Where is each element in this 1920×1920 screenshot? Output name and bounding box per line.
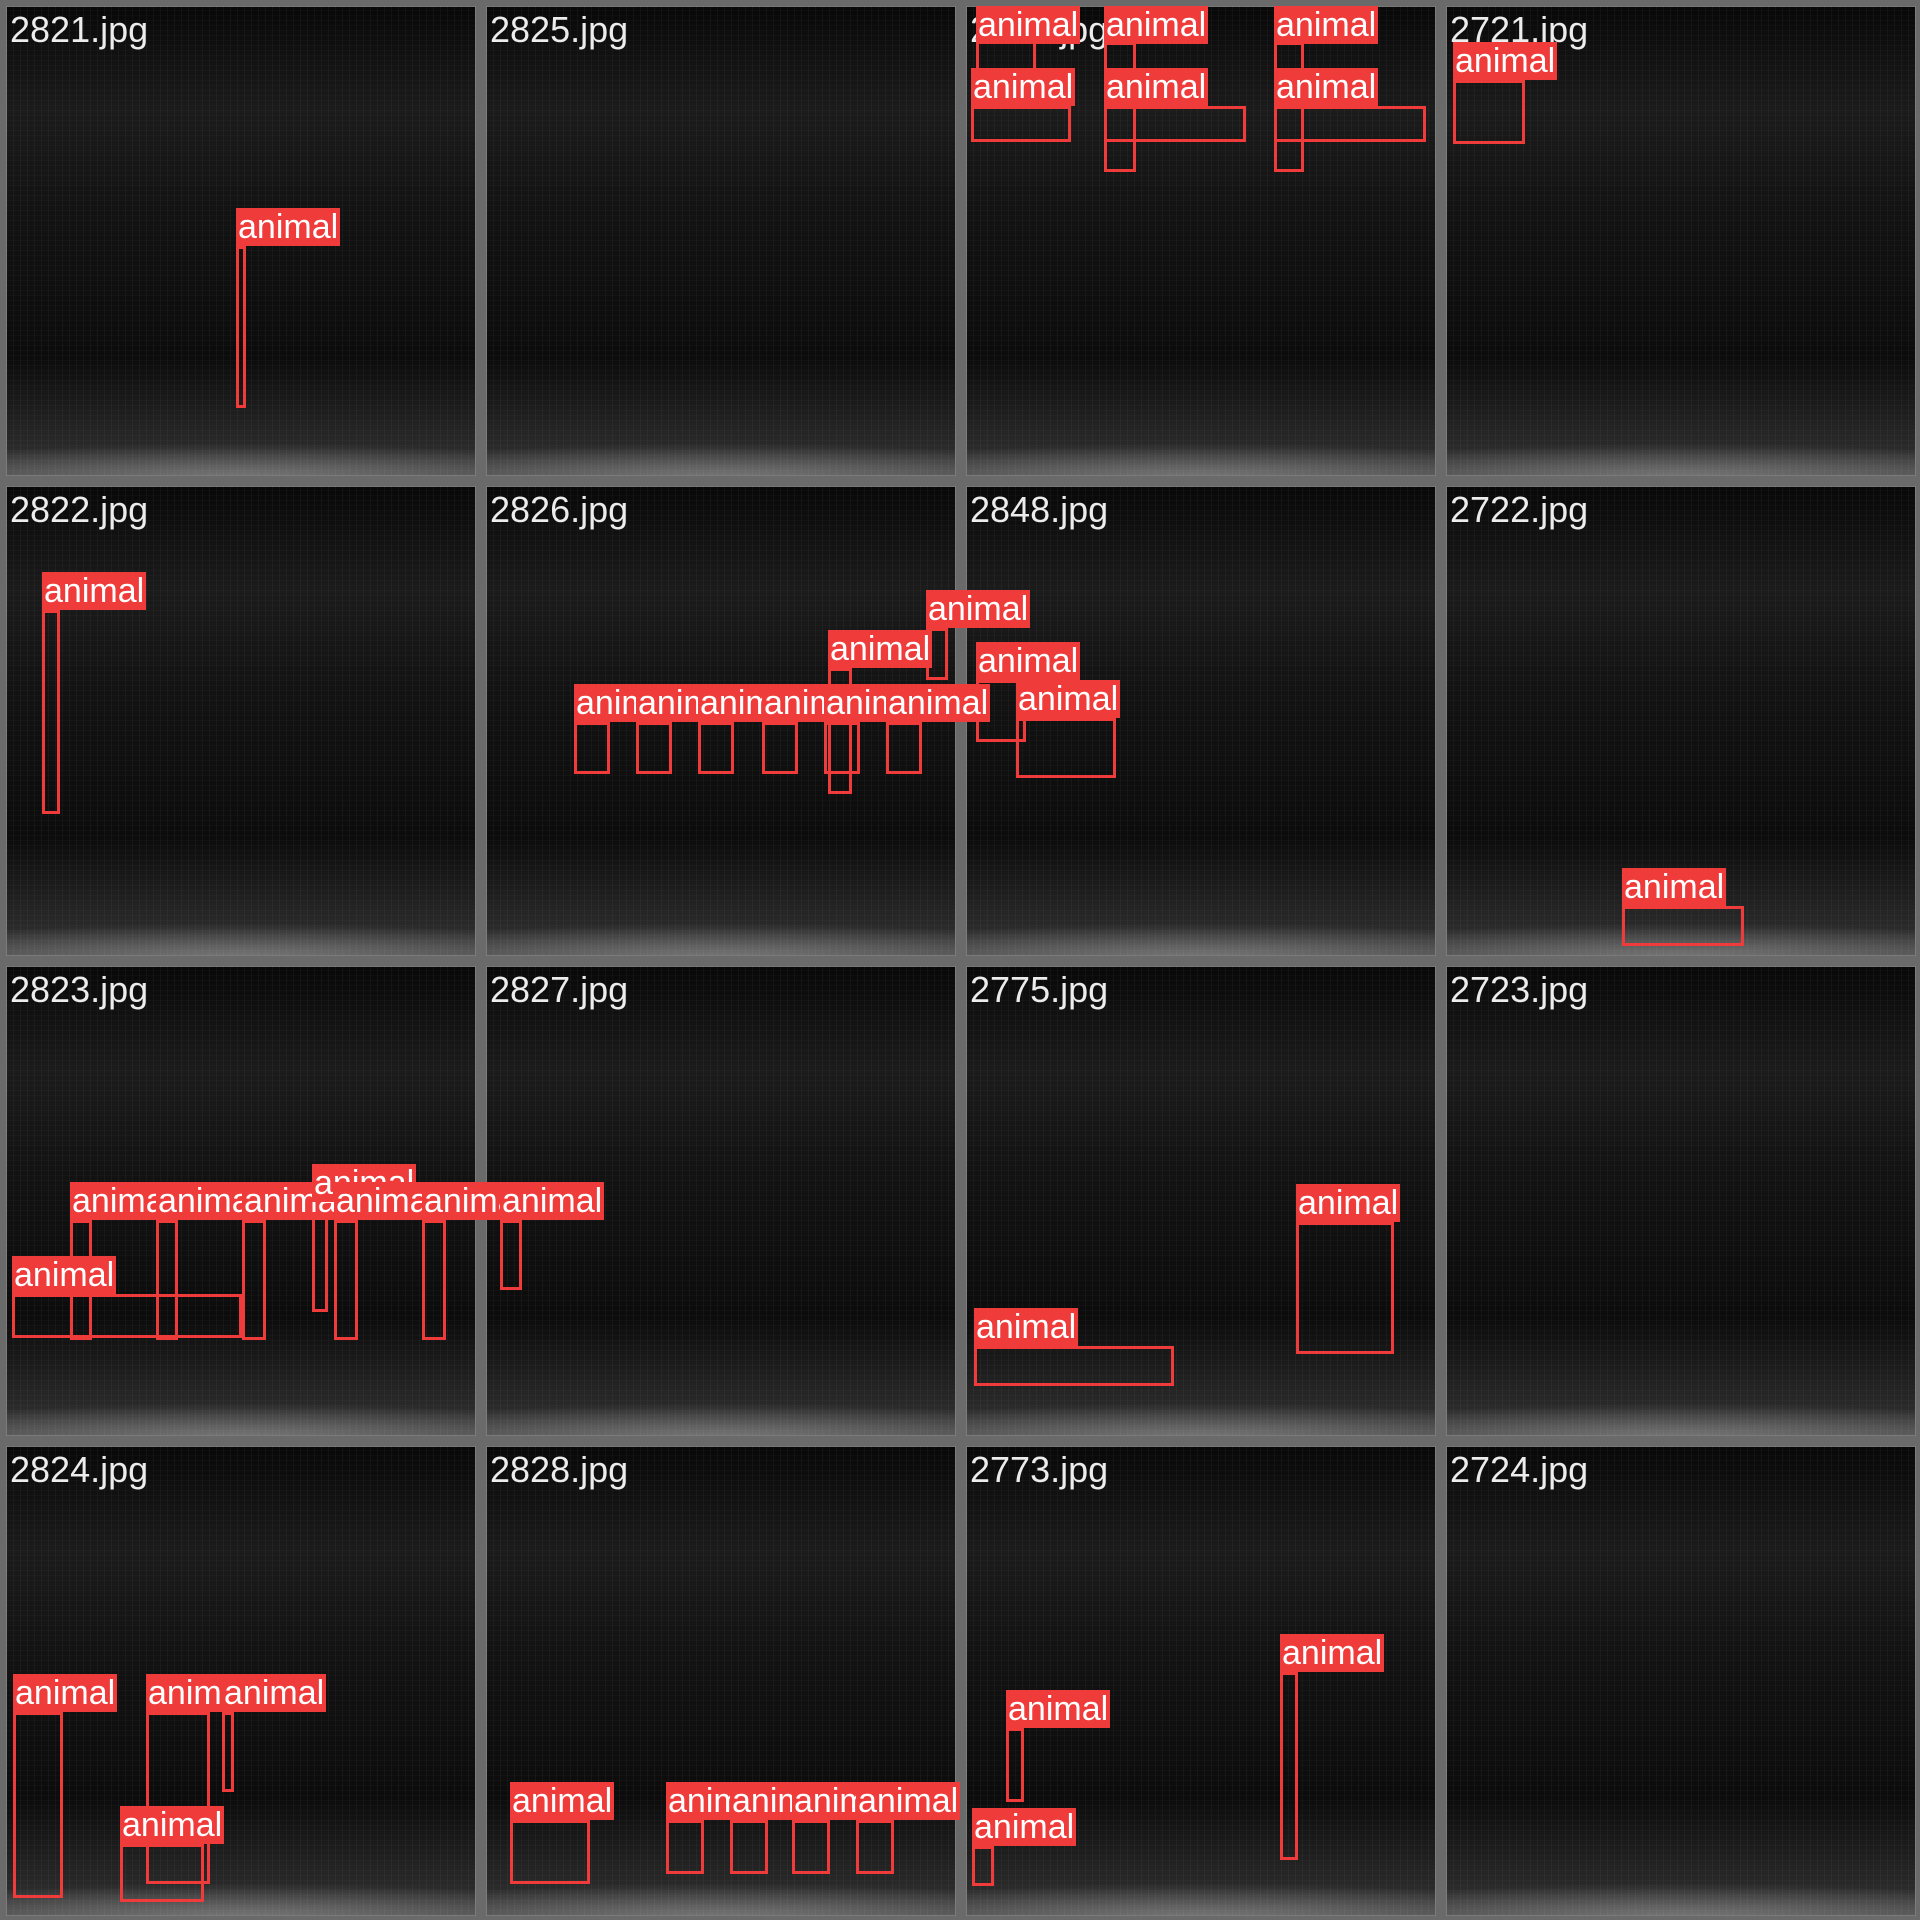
detection-box [730,1820,768,1874]
image-tile[interactable]: 2821.jpg animal [6,6,476,476]
detection-box [762,722,798,774]
tile-filename: 2828.jpg [490,1449,629,1490]
detection-label: animal [1016,680,1121,718]
detection-box [1016,718,1116,778]
detection-label: animal [856,1782,961,1820]
detection-label: animal [1274,6,1379,44]
image-tile[interactable]: 2723.jpg [1446,966,1916,1436]
detection-label: animal [236,208,341,246]
detection-label: animal [13,1674,118,1712]
image-tile[interactable]: 2722.jpg animal [1446,486,1916,956]
tile-filename: 2723.jpg [1450,969,1589,1010]
detection-box [510,1820,590,1884]
tile-filename: 2821.jpg [10,9,149,50]
detection-box [13,1712,63,1898]
detection-box [886,722,922,774]
detection-box [236,246,246,408]
detection-box [828,668,852,794]
tile-filename: 2827.jpg [490,969,629,1010]
detection-box [972,1846,994,1886]
detection-label: animal [976,6,1081,44]
detection-label: animal [42,572,147,610]
detection-label: animal [1622,868,1727,906]
image-tile[interactable]: 2773.jpg animal animal animal [966,1446,1436,1916]
detection-box [222,1712,234,1792]
detection-label: animal [222,1674,327,1712]
tile-filename: 2824.jpg [10,1449,149,1490]
detection-box [698,722,734,774]
tile-filename: 2848.jpg [970,489,1109,530]
detection-box [120,1844,204,1902]
detection-box [824,722,860,774]
detection-label: animal [972,1808,1077,1846]
detection-box [974,1346,1174,1386]
detection-label: animal [500,1182,605,1220]
detection-label: animal [974,1308,1079,1346]
image-tile[interactable]: 2824.jpg animal animal animal animal [6,1446,476,1916]
detection-box [146,1712,210,1884]
detection-box [1296,1222,1394,1354]
detection-box [666,1820,704,1874]
detection-label: animal [971,68,1076,106]
detection-box [12,1294,242,1338]
image-tile[interactable]: 2825.jpg [486,6,956,476]
detection-box [1006,1728,1024,1802]
detection-box [856,1820,894,1874]
detection-box [1622,906,1744,946]
image-tile[interactable]: 2775.jpg animal animal [966,966,1436,1436]
detection-label: animal [1453,42,1558,80]
detection-box [1453,80,1525,144]
detection-box [422,1220,446,1340]
tile-filename: 2823.jpg [10,969,149,1010]
detection-box [42,610,60,814]
detection-box [334,1220,358,1340]
tile-filename: 2722.jpg [1450,489,1589,530]
tile-filename: 2826.jpg [490,489,629,530]
image-tile[interactable]: 2823.jpg animal animal animal animal animal an… [6,966,605,1436]
image-tile[interactable]: 2848.jpg animal animal [966,486,1436,956]
tile-filename: 2775.jpg [970,969,1109,1010]
detection-box [242,1220,266,1340]
detection-label: animal [1006,1690,1111,1728]
detection-label: animal [828,630,933,668]
detection-box [636,722,672,774]
image-tile[interactable]: 2826.jpg animal animal animal animal animal an… [486,486,1031,956]
detection-label: animal [1280,1634,1385,1672]
image-tile[interactable]: 2828.jpg animal animal animal animal animal [486,1446,961,1916]
image-tile[interactable]: 2724.jpg [1446,1446,1916,1916]
detection-label: animal [510,1782,615,1820]
detection-label: animal [1274,68,1379,106]
detection-box [792,1820,830,1874]
tile-filename: 2825.jpg [490,9,629,50]
detection-label: animal [12,1256,117,1294]
image-tile[interactable]: 2721.jpg animal [1446,6,1916,476]
image-tile[interactable]: 2822.jpg animal [6,486,476,956]
detection-label: animal [334,1182,439,1220]
detection-label: animal [976,642,1081,680]
detection-label: animal [1296,1184,1401,1222]
image-tile[interactable]: 2830.jpganimalanimalanimalanimalanimalan… [966,6,1436,476]
detection-box [500,1220,522,1290]
detection-box [574,722,610,774]
detection-box [156,1220,178,1340]
detection-label: animal [120,1806,225,1844]
tile-filename: 2724.jpg [1450,1449,1589,1490]
detection-label: animal [1104,6,1209,44]
detection-label: animal [1104,68,1209,106]
detection-box [1280,1672,1298,1860]
tile-filename: 2773.jpg [970,1449,1109,1490]
detection-label: animal [886,684,991,722]
detection-box [1274,106,1426,142]
tile-filename: 2822.jpg [10,489,149,530]
detection-box [971,106,1071,142]
detection-label: animal [926,590,1031,628]
detection-box [1104,106,1246,142]
